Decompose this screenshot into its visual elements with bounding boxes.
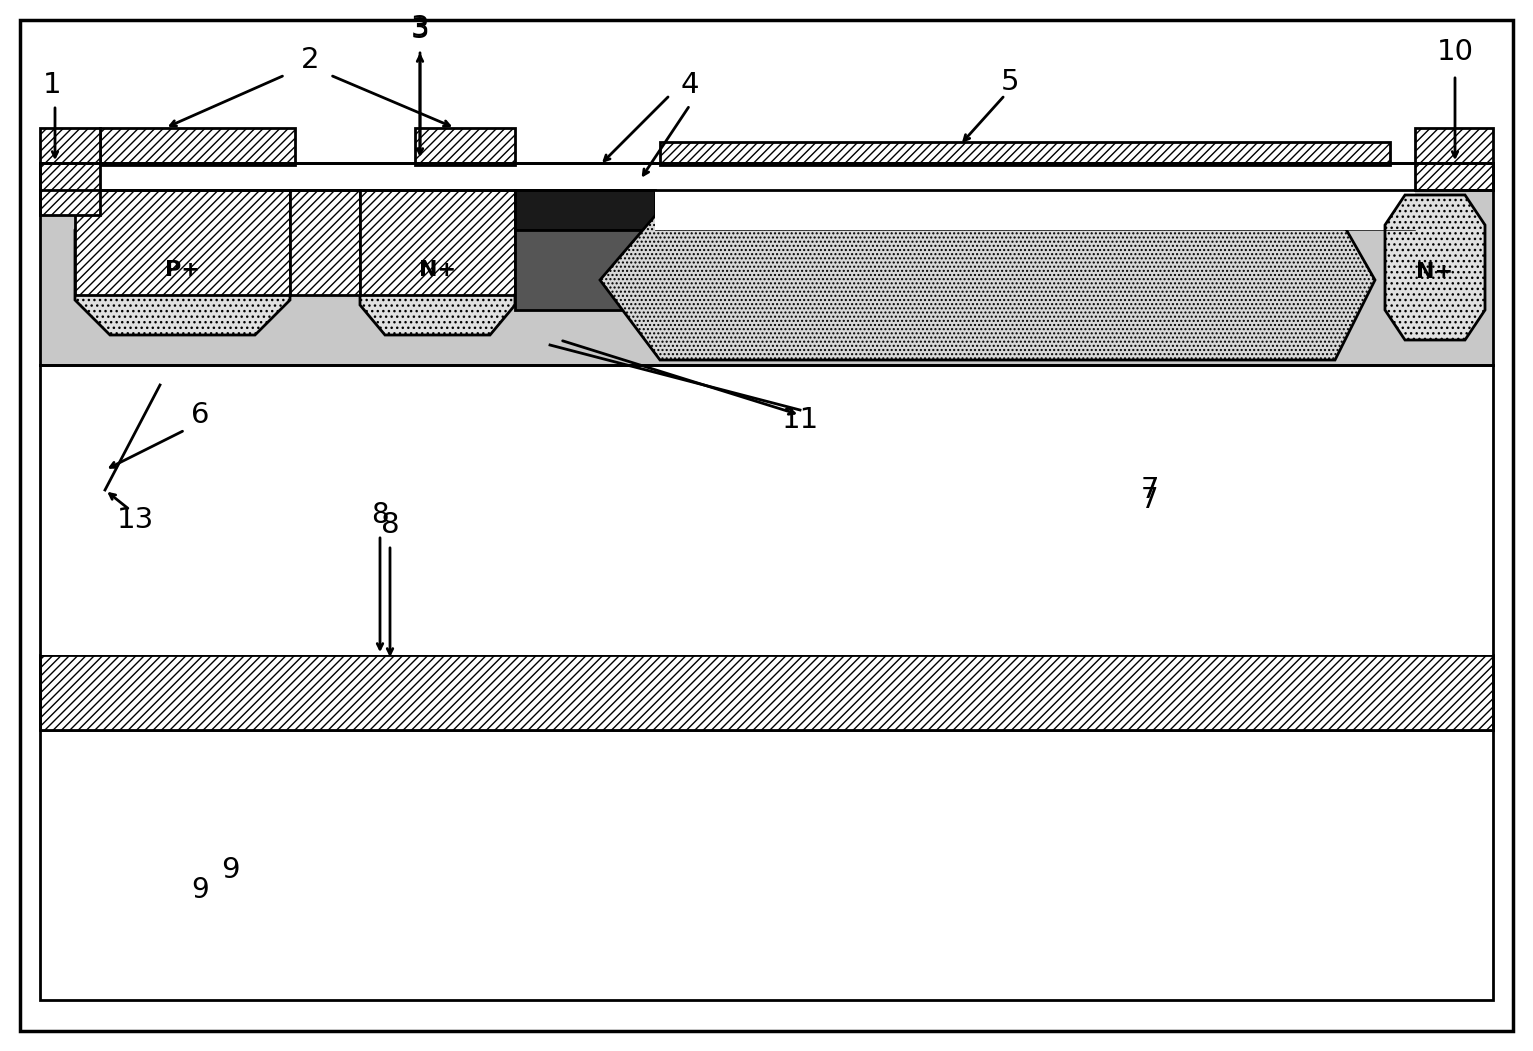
Bar xyxy=(40,655,1493,730)
Polygon shape xyxy=(1384,195,1485,341)
Bar xyxy=(40,365,1493,655)
Text: P+: P+ xyxy=(166,260,199,280)
Text: 9: 9 xyxy=(192,875,208,904)
Text: 10: 10 xyxy=(1436,38,1473,66)
Bar xyxy=(515,230,655,310)
Text: 4: 4 xyxy=(681,71,699,99)
Text: 13: 13 xyxy=(117,506,153,534)
Bar xyxy=(515,190,655,230)
Bar xyxy=(40,165,1493,365)
Text: 7: 7 xyxy=(1141,476,1159,504)
Bar xyxy=(100,128,294,165)
Text: 1: 1 xyxy=(43,71,61,99)
Text: 11: 11 xyxy=(782,406,819,434)
Text: 2: 2 xyxy=(300,46,319,74)
Bar xyxy=(290,190,360,295)
Bar xyxy=(360,190,515,295)
Polygon shape xyxy=(75,195,290,335)
Bar xyxy=(75,190,290,295)
Text: 7: 7 xyxy=(1141,486,1159,514)
Polygon shape xyxy=(599,210,1375,360)
Bar xyxy=(661,142,1390,165)
Text: N+: N+ xyxy=(419,260,455,280)
Text: N+: N+ xyxy=(1416,263,1453,283)
Bar xyxy=(40,730,1493,1000)
Text: 8: 8 xyxy=(371,501,389,529)
Bar xyxy=(40,163,1493,190)
Bar xyxy=(415,128,515,165)
Polygon shape xyxy=(360,195,515,335)
Text: 9: 9 xyxy=(221,856,239,884)
Text: 3: 3 xyxy=(411,16,429,44)
Bar xyxy=(1415,128,1493,190)
Text: 5: 5 xyxy=(1001,68,1019,96)
Text: 3: 3 xyxy=(411,14,429,42)
Text: 6: 6 xyxy=(190,401,208,429)
Bar xyxy=(655,190,1415,230)
Text: 8: 8 xyxy=(380,511,399,539)
Bar xyxy=(40,128,100,215)
